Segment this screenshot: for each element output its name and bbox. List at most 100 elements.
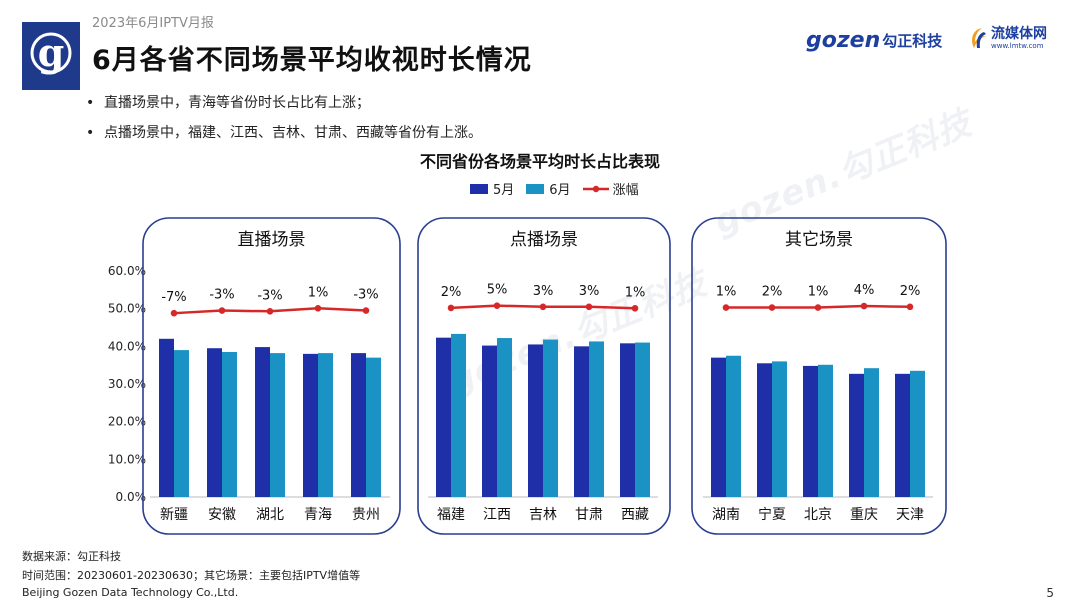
bar-june (497, 338, 512, 497)
gozen-g-logo-icon: g (30, 30, 72, 75)
change-point (539, 303, 547, 311)
change-data-label: -7% (161, 290, 186, 305)
bar-may (895, 373, 910, 497)
bar-june (174, 350, 189, 497)
panel-frame (417, 217, 671, 535)
panel-title: 其它场景 (785, 230, 853, 250)
bar-may (482, 345, 497, 497)
y-tick-label: 0.0% (116, 490, 147, 504)
x-category-label: 甘肃 (575, 507, 603, 523)
bar-june (270, 353, 285, 497)
x-category-label: 西藏 (621, 507, 649, 523)
footer-company: Beijing Gozen Data Technology Co.,Ltd. (22, 586, 239, 599)
x-category-label: 湖南 (712, 507, 740, 523)
report-label: 2023年6月IPTV月报 (92, 16, 214, 31)
bar-june (818, 364, 833, 497)
y-tick-label: 60.0% (108, 264, 146, 278)
bar-may (528, 344, 543, 497)
legend-item-may: 5月 (470, 179, 514, 198)
change-point (585, 303, 593, 311)
gozen-brand-logo: gozen 勾正科技 (806, 28, 942, 53)
legend-item-june: 6月 (526, 179, 571, 198)
bar-june (589, 341, 604, 497)
bar-may (436, 337, 451, 497)
bar-may (351, 353, 366, 497)
lmtw-mark-icon (972, 28, 986, 48)
bar-may (159, 338, 174, 497)
bar-june (366, 357, 381, 497)
bullet-item: • 直播场景中，青海等省份时长占比有上涨； (86, 95, 370, 111)
footer-timerange: 时间范围：20230601-20230630；其它场景：主要包括IPTV增值等 (22, 569, 361, 582)
bar-june (910, 370, 925, 497)
change-point (906, 303, 914, 311)
change-point (722, 304, 730, 311)
bar-may (255, 347, 270, 497)
change-data-label: 1% (308, 285, 329, 300)
legend-label-change: 涨幅 (612, 183, 639, 198)
lmtw-cn-name: 流媒体网 (991, 25, 1047, 42)
legend-label-june: 6月 (549, 183, 571, 198)
change-data-label: 1% (808, 285, 829, 300)
bar-may (574, 346, 589, 497)
change-point (266, 308, 274, 315)
change-point (218, 307, 226, 314)
change-point (493, 302, 501, 309)
bar-may (711, 357, 726, 497)
change-data-label: -3% (257, 288, 282, 303)
summary-bullets: • 直播场景中，青海等省份时长占比有上涨； • 点播场景中，福建、江西、吉林、甘肃、… (86, 92, 482, 152)
gozen-wordmark: gozen (806, 28, 881, 53)
bar-june (318, 353, 333, 497)
bar-may (303, 353, 318, 497)
change-point (768, 304, 776, 311)
bar-june (635, 342, 650, 497)
svg-text:g: g (38, 30, 65, 75)
footer-source: 数据来源：勾正科技 (22, 550, 121, 563)
change-data-label: -3% (209, 288, 234, 303)
change-data-label: 2% (762, 285, 783, 300)
change-point (170, 309, 178, 317)
x-category-label: 青海 (304, 507, 332, 523)
change-point (447, 304, 455, 312)
change-data-label: 3% (579, 284, 600, 299)
bar-june (451, 333, 466, 497)
legend-item-change: 涨幅 (582, 179, 639, 198)
chart-title: 不同省份各场景平均时长占比表现 (419, 152, 660, 171)
change-point (860, 302, 868, 310)
bar-may (757, 363, 772, 497)
bullet-text: 直播场景中，青海等省份时长占比有上涨； (104, 95, 370, 111)
x-category-label: 吉林 (529, 507, 557, 523)
x-category-label: 新疆 (160, 507, 188, 523)
change-point (814, 304, 822, 311)
y-tick-label: 40.0% (108, 339, 146, 353)
chart-legend: 5月 6月 涨幅 (470, 179, 651, 198)
panel-title: 直播场景 (238, 230, 306, 250)
change-point (362, 307, 370, 314)
change-data-label: 5% (487, 283, 508, 298)
lmtw-brand-logo: 流媒体网 www.lmtw.com (968, 26, 1047, 50)
change-data-label: 2% (900, 284, 921, 299)
change-data-label: 1% (716, 285, 737, 300)
x-category-label: 天津 (896, 507, 924, 523)
page-title: 6月各省不同场景平均收视时长情况 (92, 45, 532, 76)
legend-swatch-may (470, 183, 488, 194)
bullet-item: • 点播场景中，福建、江西、吉林、甘肃、西藏等省份有上涨。 (86, 125, 482, 141)
x-category-label: 宁夏 (758, 506, 786, 523)
x-category-label: 重庆 (850, 507, 878, 523)
y-tick-label: 30.0% (108, 377, 146, 391)
change-data-label: 3% (533, 284, 554, 299)
bar-may (803, 365, 818, 497)
bar-june (543, 339, 558, 497)
x-category-label: 江西 (483, 507, 511, 523)
x-category-label: 湖北 (256, 507, 284, 523)
x-category-label: 安徽 (208, 507, 236, 523)
bar-june (864, 368, 879, 497)
y-tick-label: 10.0% (108, 452, 146, 466)
lmtw-url: www.lmtw.com (991, 41, 1044, 50)
bar-june (222, 351, 237, 497)
change-data-label: 1% (625, 285, 646, 300)
x-category-label: 贵州 (352, 507, 380, 523)
y-tick-label: 50.0% (108, 302, 146, 316)
change-data-label: -3% (353, 288, 378, 303)
change-point (631, 304, 639, 312)
